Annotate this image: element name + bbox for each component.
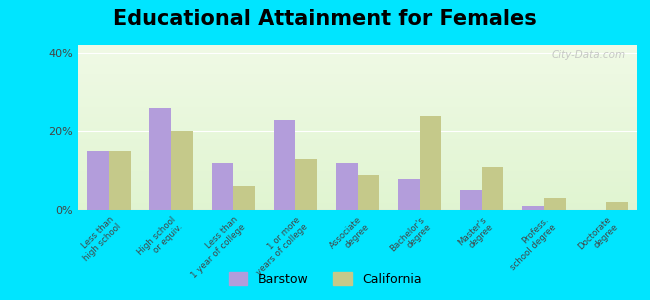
- Bar: [150, 108, 171, 210]
- Bar: [274, 120, 295, 210]
- Bar: [606, 202, 628, 210]
- Bar: [358, 175, 379, 210]
- Bar: [544, 198, 566, 210]
- Text: City-Data.com: City-Data.com: [552, 50, 626, 60]
- Bar: [233, 186, 255, 210]
- Bar: [295, 159, 317, 210]
- Bar: [460, 190, 482, 210]
- Bar: [522, 206, 544, 210]
- Legend: Barstow, California: Barstow, California: [224, 267, 426, 291]
- Bar: [109, 151, 131, 210]
- Bar: [211, 163, 233, 210]
- Text: Educational Attainment for Females: Educational Attainment for Females: [113, 9, 537, 29]
- Bar: [87, 151, 109, 210]
- Bar: [336, 163, 358, 210]
- Bar: [171, 131, 193, 210]
- Bar: [420, 116, 441, 210]
- Bar: [482, 167, 504, 210]
- Bar: [398, 178, 420, 210]
